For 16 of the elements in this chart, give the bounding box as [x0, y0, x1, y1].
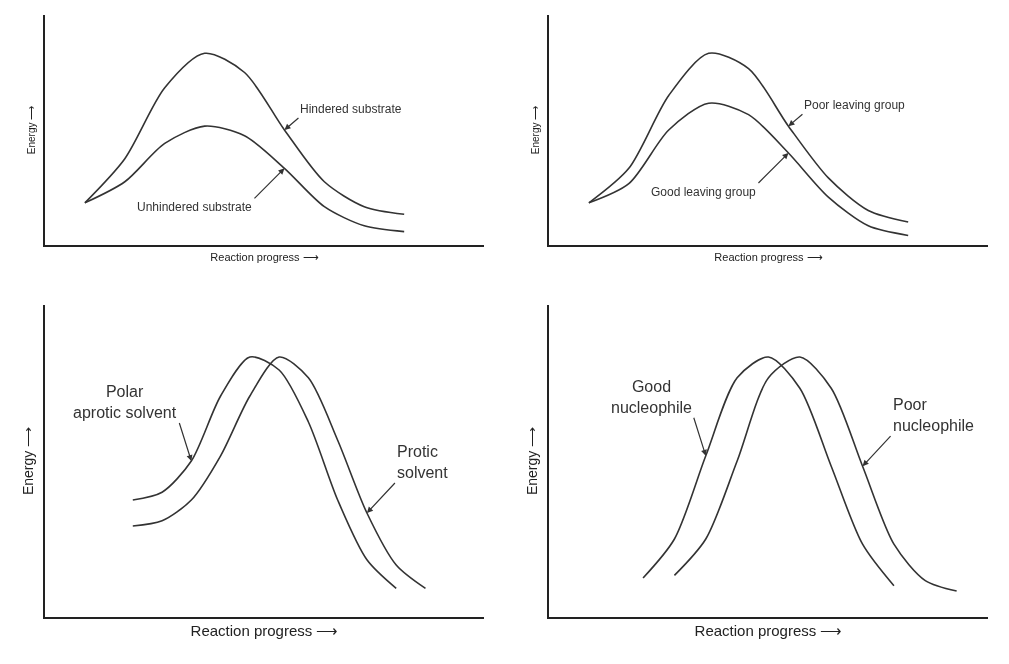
text: Poor nucleophile	[893, 396, 975, 434]
series-label: Polar aprotic solvent	[73, 383, 177, 421]
y-axis-title: Energy ⟶	[529, 105, 541, 155]
x-axis-title: Reaction progress ⟶	[190, 622, 339, 640]
series-label: Good nucleophile	[611, 378, 693, 416]
series-label: Poor leaving group	[804, 98, 906, 112]
y-axis-title: Energy ⟶	[25, 105, 37, 155]
series-label: Hindered substrate	[300, 102, 402, 116]
series-label: Good leaving group	[651, 185, 757, 199]
x-axis-title: Reaction progress ⟶	[694, 622, 843, 640]
x-axis-title: Reaction progress ⟶	[210, 251, 319, 264]
series-label: Unhindered substrate	[137, 200, 253, 214]
x-axis-title: Reaction progress ⟶	[714, 251, 823, 264]
y-axis-title: Energy ⟶	[20, 426, 37, 496]
y-axis-title: Energy ⟶	[524, 426, 541, 496]
text: Protic solvent	[397, 443, 449, 481]
